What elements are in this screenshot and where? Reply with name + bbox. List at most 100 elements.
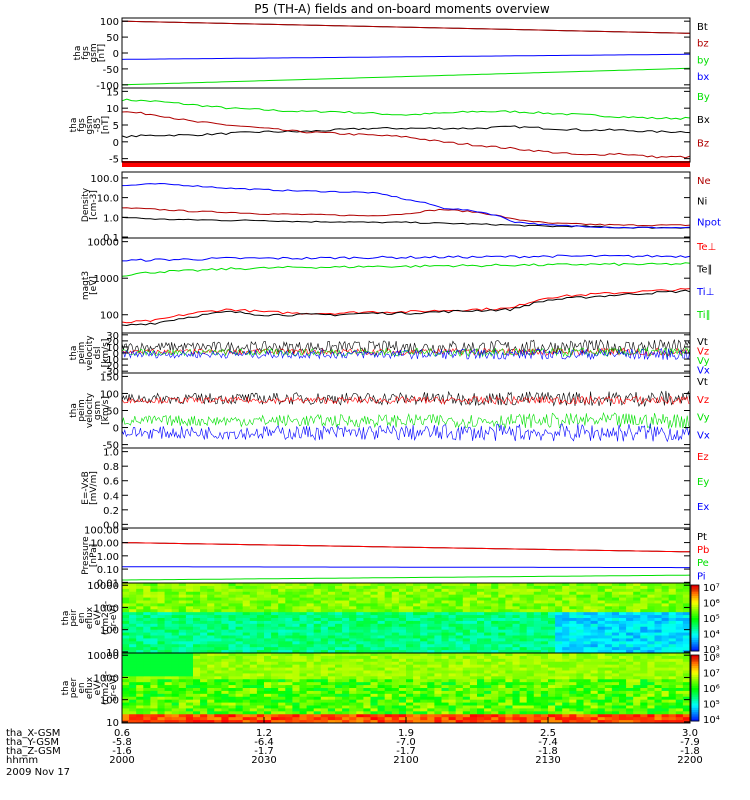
heatmap-cell: [661, 585, 670, 590]
heatmap-cell: [562, 653, 570, 657]
heatmap-cell: [207, 670, 215, 674]
heatmap-cell: [235, 603, 244, 607]
heatmap-cell: [611, 690, 620, 695]
heatmap-cell: [264, 647, 272, 651]
heatmap-cell: [512, 641, 521, 645]
heatmap-cell: [469, 667, 478, 671]
heatmap-cell: [491, 626, 499, 631]
heatmap-cell: [427, 661, 435, 666]
heatmap-cell: [562, 661, 570, 666]
heatmap-cell: [221, 609, 229, 613]
heatmap-cell: [576, 705, 584, 709]
colorbar-segment: [691, 629, 699, 632]
heatmap-cell: [498, 690, 506, 695]
heatmap-cell: [264, 653, 272, 657]
heatmap-cell: [335, 629, 343, 634]
heatmap-cell: [576, 591, 584, 596]
heatmap-cell: [576, 609, 584, 613]
heatmap-cell: [661, 688, 670, 692]
heatmap-cell: [313, 615, 322, 619]
heatmap-cell: [420, 594, 428, 599]
heatmap-cell: [640, 658, 648, 663]
heatmap-cell: [597, 711, 606, 715]
heatmap-cell: [363, 615, 371, 619]
heatmap-cell: [597, 688, 606, 692]
heatmap-cell: [391, 641, 400, 645]
heatmap-cell: [214, 647, 222, 651]
heatmap-cell: [249, 620, 258, 625]
heatmap-cell: [377, 600, 386, 604]
heatmap-cell: [455, 618, 464, 622]
heatmap-cell: [526, 620, 535, 625]
heatmap-cell: [178, 708, 187, 712]
heatmap-cell: [611, 585, 620, 590]
heatmap-cell: [611, 603, 620, 607]
heatmap-cell: [150, 699, 158, 704]
y-tick-label: 1000: [94, 603, 119, 614]
heatmap-cell: [377, 588, 386, 593]
heatmap-cell: [306, 629, 315, 634]
heatmap-cell: [256, 688, 265, 692]
heatmap-cell: [221, 606, 229, 610]
heatmap-cell: [462, 635, 471, 639]
heatmap-cell: [512, 644, 521, 648]
heatmap-cell: [455, 623, 464, 628]
heatmap-cell: [590, 661, 599, 666]
series-peim_gsm-Vt: [121, 390, 691, 407]
heatmap-cell: [320, 635, 329, 639]
heatmap-cell: [462, 600, 471, 604]
heatmap-cell: [555, 591, 563, 596]
heatmap-cell: [427, 632, 435, 636]
heatmap-cell: [540, 635, 549, 639]
heatmap-cell: [498, 685, 506, 689]
heatmap-cell: [469, 629, 478, 634]
legend-Bz: Bz: [697, 138, 709, 149]
heatmap-cell: [533, 623, 542, 628]
heatmap-cell: [583, 670, 592, 674]
heatmap-cell: [214, 626, 222, 631]
heatmap-cell: [228, 711, 237, 715]
heatmap-cell: [143, 708, 151, 712]
heatmap-cell: [604, 667, 613, 671]
heatmap-cell: [569, 679, 577, 683]
heatmap-cell: [306, 679, 315, 683]
colorbar-segment: [691, 707, 699, 711]
heatmap-cell: [633, 702, 641, 706]
heatmap-cell: [505, 676, 513, 680]
heatmap-cell: [292, 597, 300, 601]
heatmap-cell: [129, 632, 137, 636]
heatmap-cell: [342, 670, 350, 674]
heatmap-cell: [633, 583, 641, 587]
heatmap-cell: [633, 670, 641, 674]
heatmap-cell: [384, 705, 393, 709]
heatmap-cell: [555, 705, 563, 709]
heatmap-cell: [150, 711, 158, 715]
heatmap-cell: [271, 641, 279, 645]
heatmap-cell: [150, 603, 158, 607]
heatmap-cell: [469, 635, 478, 639]
heatmap-cell: [122, 705, 130, 709]
heatmap-cell: [278, 623, 286, 628]
heatmap-cell: [384, 583, 393, 587]
heatmap-cell: [377, 629, 386, 634]
heatmap-cell: [285, 667, 293, 671]
heatmap-cell: [434, 673, 442, 677]
heatmap-cell: [668, 705, 677, 709]
heatmap-cell: [398, 655, 407, 660]
heatmap-cell: [427, 618, 435, 622]
heatmap-cell: [562, 658, 570, 663]
heatmap-cell: [178, 623, 187, 628]
heatmap-cell: [235, 705, 244, 709]
heatmap-cell: [221, 696, 229, 701]
heatmap-cell: [619, 685, 627, 689]
heatmap-cell: [569, 670, 577, 674]
heatmap-cell: [200, 638, 208, 642]
heatmap-cell: [477, 650, 485, 654]
heatmap-cell: [249, 635, 258, 639]
heatmap-cell: [434, 612, 442, 616]
heatmap-cell: [185, 635, 194, 639]
panel-peer: 10⁸10⁷10⁶10⁵10⁴10000100010010thapeerenef…: [61, 651, 720, 729]
heatmap-cell: [576, 690, 584, 695]
heatmap-cell: [221, 594, 229, 599]
